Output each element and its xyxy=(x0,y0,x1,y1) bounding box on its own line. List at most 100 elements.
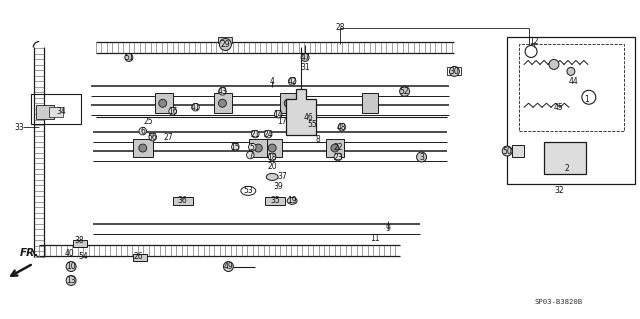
Circle shape xyxy=(293,108,311,126)
Bar xyxy=(214,93,232,113)
Text: 12: 12 xyxy=(529,37,539,46)
Text: 25: 25 xyxy=(144,117,154,126)
Circle shape xyxy=(220,39,232,50)
Bar xyxy=(218,37,232,42)
Text: 55: 55 xyxy=(307,120,317,129)
Circle shape xyxy=(334,153,342,161)
Bar xyxy=(512,145,524,157)
Circle shape xyxy=(268,144,276,152)
Circle shape xyxy=(298,113,306,121)
Text: 23: 23 xyxy=(333,152,343,161)
Text: 45: 45 xyxy=(554,103,564,112)
Circle shape xyxy=(139,144,147,152)
Text: 8: 8 xyxy=(316,135,321,144)
Circle shape xyxy=(66,276,76,286)
Circle shape xyxy=(169,108,177,115)
Circle shape xyxy=(66,262,76,271)
Text: 46: 46 xyxy=(303,113,313,122)
Text: 2: 2 xyxy=(564,165,570,174)
Text: 10: 10 xyxy=(67,262,76,271)
Circle shape xyxy=(449,66,460,76)
Bar xyxy=(73,240,87,247)
Ellipse shape xyxy=(287,197,297,204)
Circle shape xyxy=(417,152,426,162)
Text: 13: 13 xyxy=(67,276,76,285)
Text: 15: 15 xyxy=(230,143,240,152)
Circle shape xyxy=(232,143,239,151)
Circle shape xyxy=(338,123,346,131)
Circle shape xyxy=(275,110,282,118)
Text: 19: 19 xyxy=(287,196,297,205)
Text: 42: 42 xyxy=(287,77,297,86)
Circle shape xyxy=(246,151,254,159)
Circle shape xyxy=(149,133,157,141)
Bar xyxy=(280,93,298,113)
Bar xyxy=(265,197,285,205)
Text: 4: 4 xyxy=(270,77,275,86)
Text: 31: 31 xyxy=(300,63,310,72)
Text: 39: 39 xyxy=(273,182,283,191)
Circle shape xyxy=(290,125,294,129)
Circle shape xyxy=(125,54,133,62)
Text: 18: 18 xyxy=(268,152,277,161)
Bar xyxy=(519,43,623,131)
Bar xyxy=(36,105,54,119)
Text: 24: 24 xyxy=(264,130,273,139)
Text: 27: 27 xyxy=(164,133,173,142)
Circle shape xyxy=(223,262,234,271)
Text: 43: 43 xyxy=(218,87,227,96)
Text: 20: 20 xyxy=(268,162,277,172)
Bar xyxy=(326,139,344,157)
Text: 26: 26 xyxy=(134,252,143,261)
Text: 37: 37 xyxy=(277,173,287,182)
Text: 49: 49 xyxy=(223,262,233,271)
Circle shape xyxy=(549,59,559,70)
Text: 35: 35 xyxy=(270,196,280,205)
Circle shape xyxy=(301,54,309,62)
Bar xyxy=(155,93,173,113)
Bar xyxy=(31,94,81,124)
Text: 5: 5 xyxy=(250,143,255,152)
Text: 28: 28 xyxy=(335,23,345,32)
Bar xyxy=(507,37,635,184)
Bar xyxy=(49,107,63,117)
Text: FR.: FR. xyxy=(20,248,39,258)
Text: 17: 17 xyxy=(277,117,287,126)
Circle shape xyxy=(418,153,426,161)
Text: 1: 1 xyxy=(584,95,589,104)
Circle shape xyxy=(248,143,256,151)
Circle shape xyxy=(264,130,272,138)
Bar xyxy=(544,142,586,174)
Text: SP03-B3820B: SP03-B3820B xyxy=(535,299,583,305)
Circle shape xyxy=(289,78,296,85)
Bar xyxy=(362,93,378,113)
Text: 47: 47 xyxy=(300,53,310,62)
Circle shape xyxy=(159,99,166,107)
Polygon shape xyxy=(286,89,316,135)
Circle shape xyxy=(219,87,226,95)
Bar xyxy=(173,197,193,205)
Text: 52: 52 xyxy=(400,87,410,96)
Text: 38: 38 xyxy=(74,236,84,245)
Text: 53: 53 xyxy=(243,186,253,195)
Ellipse shape xyxy=(266,174,278,181)
Circle shape xyxy=(310,125,314,129)
Text: 16: 16 xyxy=(168,107,177,116)
Text: 40: 40 xyxy=(64,249,74,258)
Bar xyxy=(447,67,461,75)
Circle shape xyxy=(268,153,276,161)
Circle shape xyxy=(284,99,292,107)
Bar xyxy=(133,254,147,261)
Text: 56: 56 xyxy=(148,133,157,142)
Text: 34: 34 xyxy=(56,107,66,116)
Text: 50: 50 xyxy=(502,146,512,156)
Text: 29: 29 xyxy=(221,40,230,49)
Circle shape xyxy=(218,99,227,107)
Text: 32: 32 xyxy=(554,186,564,195)
Circle shape xyxy=(139,127,147,135)
Text: 30: 30 xyxy=(449,67,460,76)
Text: 7: 7 xyxy=(248,151,253,160)
Text: 41: 41 xyxy=(191,103,200,112)
Text: 44: 44 xyxy=(569,77,579,86)
Text: 6: 6 xyxy=(140,127,145,136)
